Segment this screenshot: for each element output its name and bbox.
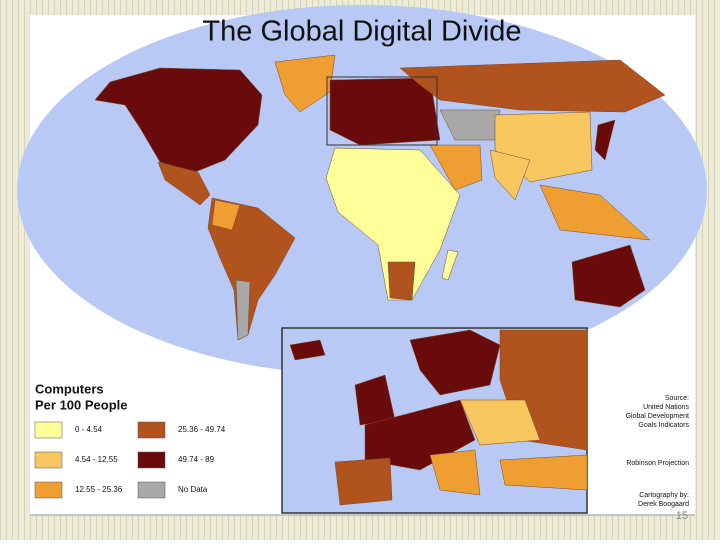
legend-label: 49.74 - 89 <box>178 455 215 464</box>
colombia <box>211 199 241 231</box>
legend-label: No Data <box>178 485 208 494</box>
legend-title: Per 100 People <box>35 397 128 412</box>
legend-swatch <box>34 421 63 439</box>
balkans <box>429 449 481 496</box>
europe <box>329 77 441 146</box>
eastern-europe <box>459 399 541 446</box>
australia <box>571 244 646 308</box>
north-america <box>94 67 263 173</box>
legend-swatch <box>137 421 166 439</box>
africa <box>325 147 461 301</box>
iberia <box>334 457 393 506</box>
chile <box>235 279 251 341</box>
legend-label: 0 - 4.54 <box>75 425 103 434</box>
greenland <box>274 54 336 113</box>
source-line: Global Development <box>626 413 689 420</box>
russia <box>399 59 666 113</box>
turkey <box>499 454 588 491</box>
notes: Source: United Nations Global Development G… <box>626 395 690 508</box>
legend-label: 12.55 - 25.36 <box>75 485 123 494</box>
southern-africa <box>387 261 416 301</box>
madagascar <box>441 249 459 281</box>
source-line: Source: <box>665 395 689 402</box>
legend-swatch <box>34 451 63 469</box>
india <box>489 149 531 201</box>
central-america <box>157 161 211 206</box>
world-map <box>17 5 707 375</box>
middle-east <box>429 144 483 191</box>
credit-line: Derek Boogaard <box>638 501 689 508</box>
legend-swatch <box>137 481 166 499</box>
scandinavia <box>409 329 501 396</box>
japan <box>594 119 616 161</box>
southeast-asia <box>539 184 651 241</box>
slide-number: 15 <box>676 510 688 522</box>
europe-highlight-box <box>326 76 438 146</box>
legend-title: Computers <box>35 381 104 396</box>
credit-line: Cartography by: <box>639 492 689 499</box>
iceland <box>289 339 326 361</box>
legend-swatch <box>137 451 166 469</box>
source-line: United Nations <box>643 404 689 411</box>
legend-label: 4.54 - 12.55 <box>75 455 118 464</box>
projection: Robinson Projection <box>626 460 689 467</box>
europe-inset <box>281 327 588 514</box>
title: The Global Digital Divide <box>202 16 521 48</box>
legend-label: 25.36 - 49.74 <box>178 425 226 434</box>
source-line: Goals Indicators <box>638 422 689 429</box>
legend-swatch <box>34 481 63 499</box>
